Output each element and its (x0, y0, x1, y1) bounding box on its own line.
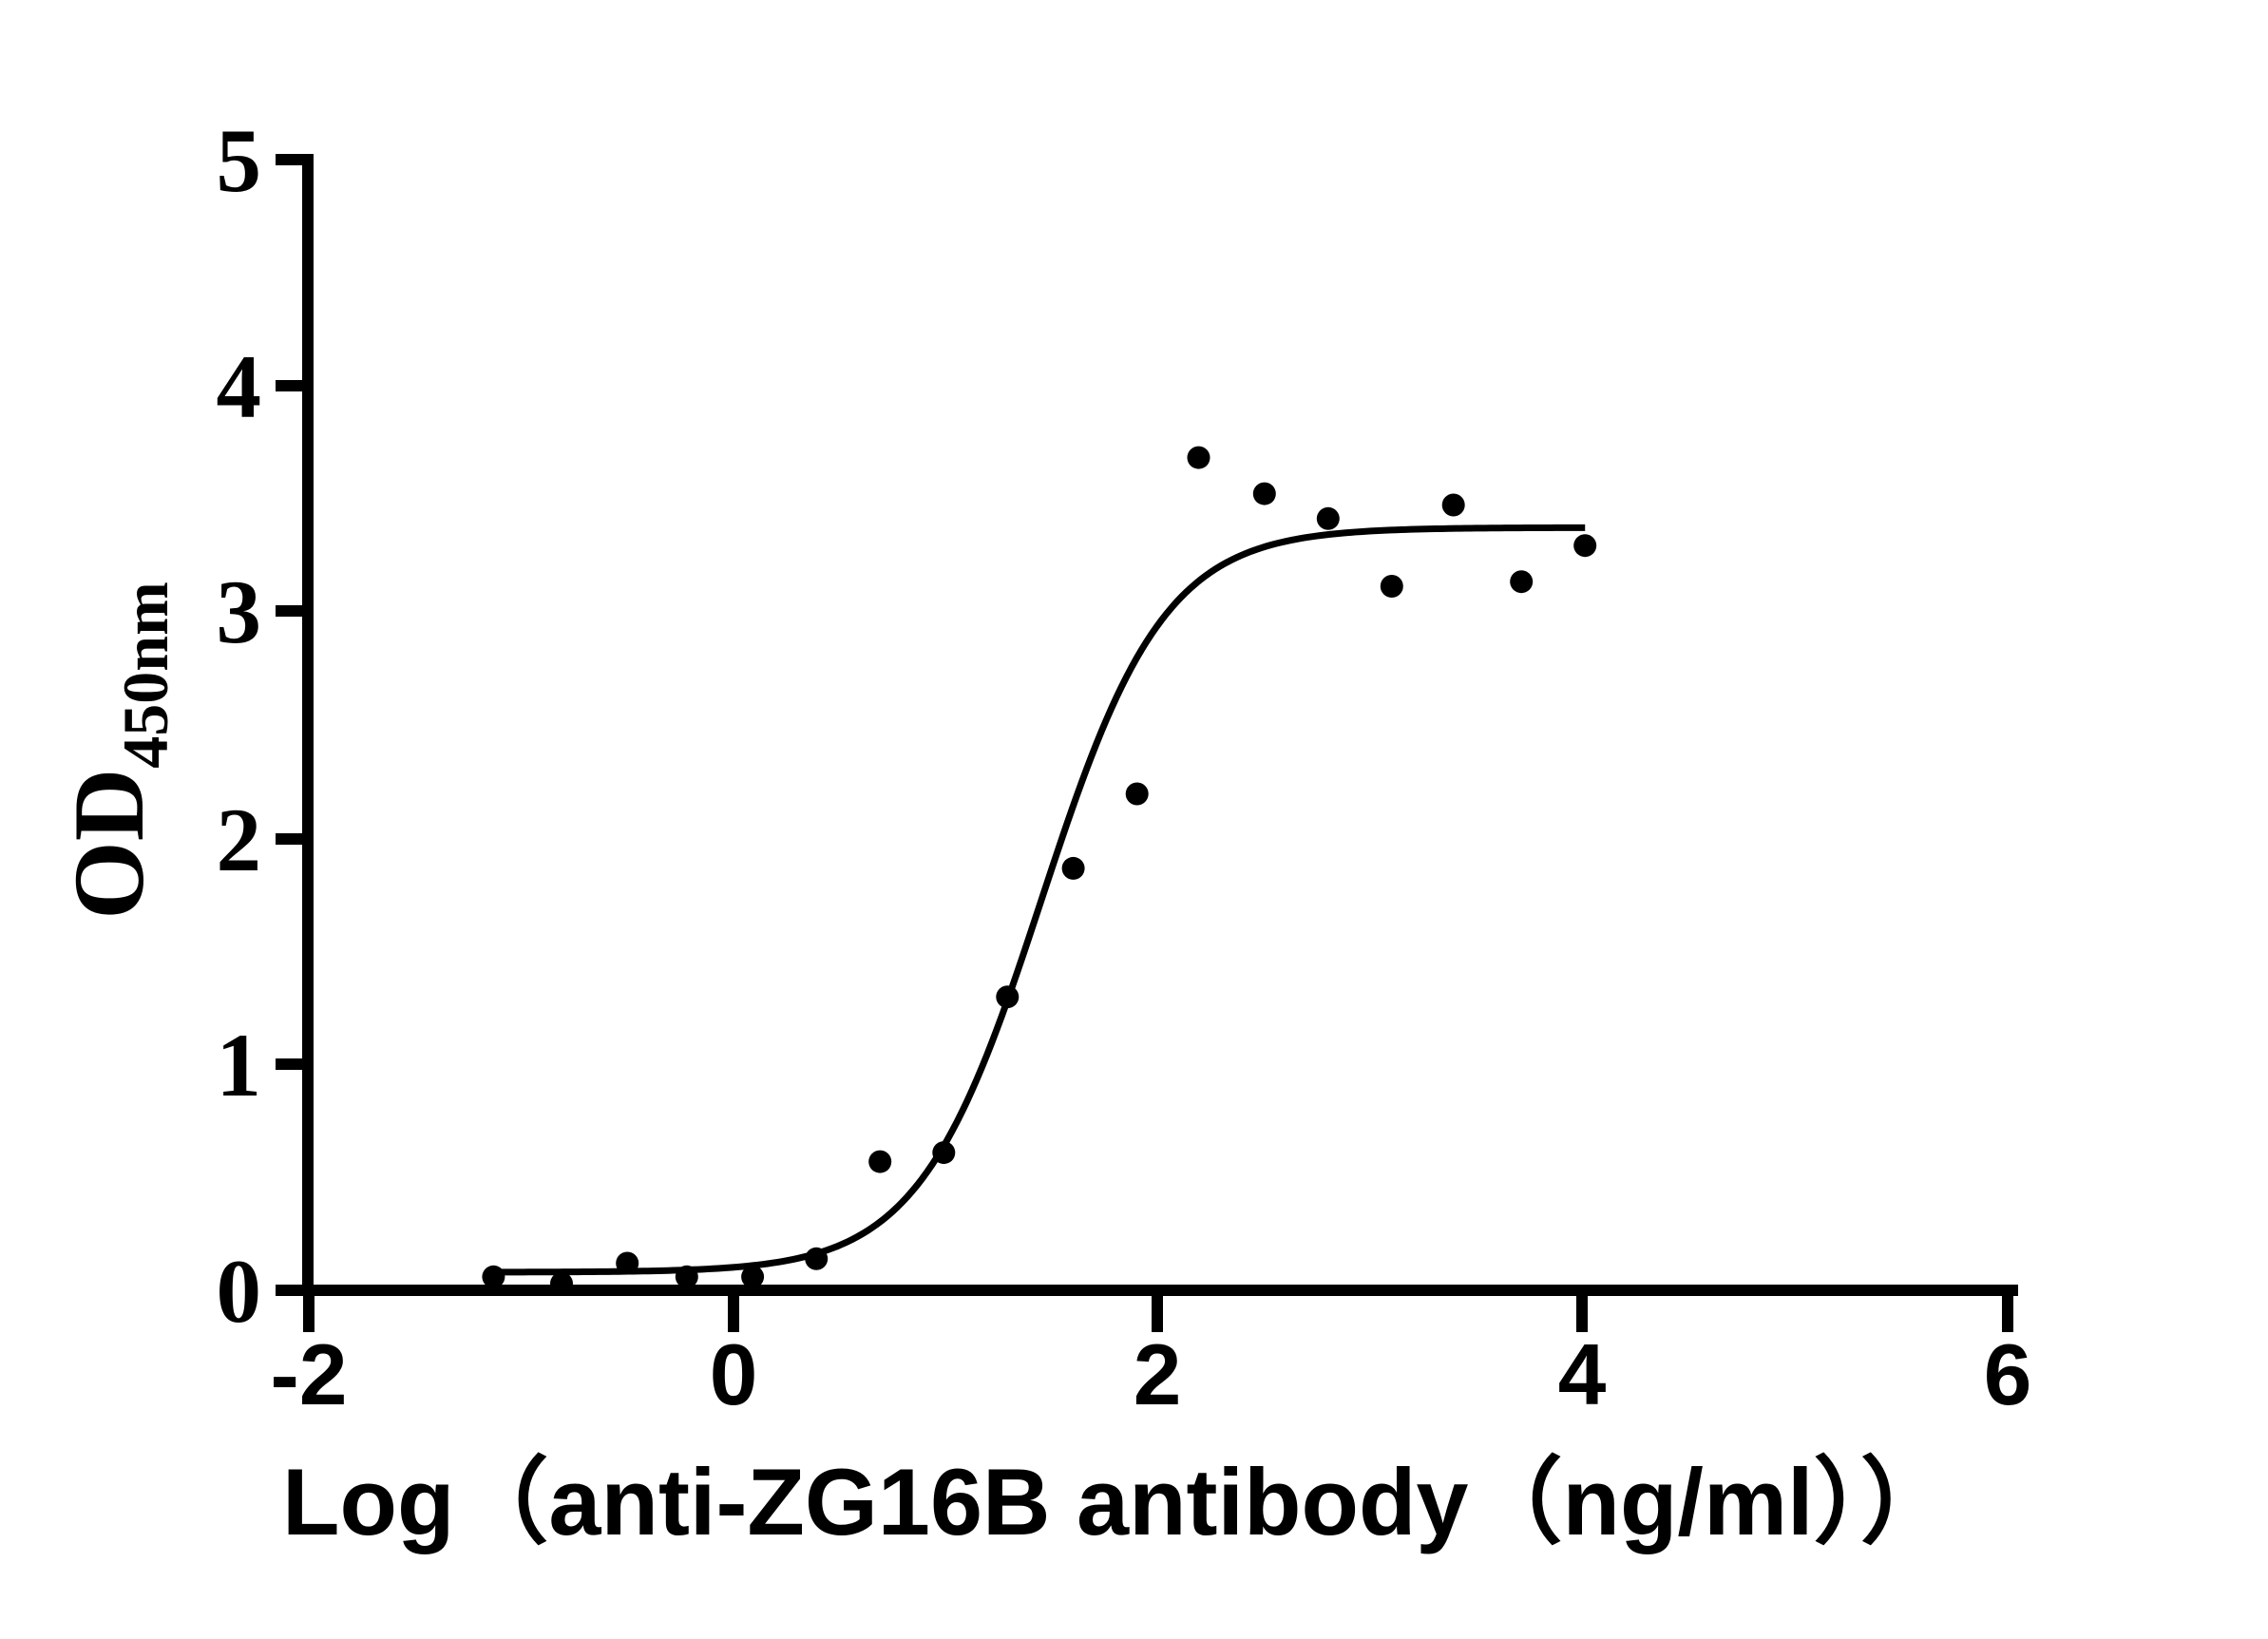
svg-text:3: 3 (217, 562, 262, 662)
svg-text:6: 6 (1984, 1327, 2032, 1423)
svg-text:5: 5 (217, 110, 262, 211)
svg-text:4: 4 (1558, 1327, 1607, 1423)
svg-text:-2: -2 (271, 1327, 348, 1423)
svg-text:Log（anti-ZG16B antibody（ng/ml）: Log（anti-ZG16B antibody（ng/ml）） (282, 1449, 1954, 1554)
svg-text:0: 0 (217, 1241, 262, 1342)
svg-text:1: 1 (217, 1015, 262, 1115)
svg-text:0: 0 (710, 1327, 758, 1423)
svg-text:4: 4 (217, 336, 262, 437)
svg-text:2: 2 (1134, 1327, 1182, 1423)
svg-text:2: 2 (217, 790, 262, 890)
